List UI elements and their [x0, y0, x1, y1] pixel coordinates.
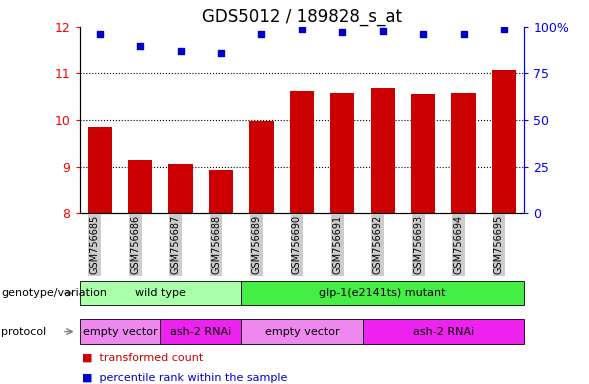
- Point: [216, 50, 226, 56]
- Text: ash-2 RNAi: ash-2 RNAi: [413, 326, 474, 337]
- Text: GSM756692: GSM756692: [373, 215, 383, 274]
- Text: GSM756687: GSM756687: [171, 215, 181, 274]
- Bar: [330, 93, 355, 213]
- Text: wild type: wild type: [135, 288, 186, 298]
- Text: ash-2 RNAi: ash-2 RNAi: [170, 326, 231, 337]
- Point: [378, 28, 388, 34]
- Point: [499, 26, 509, 32]
- Bar: [411, 94, 435, 213]
- Text: GSM756694: GSM756694: [454, 215, 464, 274]
- Bar: [370, 88, 395, 213]
- Point: [176, 48, 186, 54]
- Bar: [128, 160, 153, 213]
- Text: GSM756689: GSM756689: [252, 215, 262, 274]
- Point: [95, 31, 104, 37]
- Point: [418, 31, 428, 37]
- Text: GSM756685: GSM756685: [90, 215, 100, 274]
- Text: protocol: protocol: [1, 326, 47, 337]
- Bar: [168, 164, 193, 213]
- Text: GSM756695: GSM756695: [494, 215, 504, 274]
- Text: genotype/variation: genotype/variation: [1, 288, 107, 298]
- Text: GSM756693: GSM756693: [413, 215, 423, 274]
- Bar: [88, 127, 112, 213]
- Text: GSM756691: GSM756691: [332, 215, 342, 274]
- Bar: [492, 70, 516, 213]
- Text: GSM756688: GSM756688: [211, 215, 221, 274]
- Bar: [290, 91, 314, 213]
- Text: glp-1(e2141ts) mutant: glp-1(e2141ts) mutant: [319, 288, 446, 298]
- Bar: [451, 93, 476, 213]
- Text: GSM756686: GSM756686: [130, 215, 140, 274]
- Text: ■  percentile rank within the sample: ■ percentile rank within the sample: [82, 373, 288, 383]
- Point: [459, 31, 468, 37]
- Point: [297, 26, 307, 32]
- Bar: [209, 170, 233, 213]
- Text: ■  transformed count: ■ transformed count: [82, 353, 204, 363]
- Text: empty vector: empty vector: [82, 326, 157, 337]
- Bar: [249, 121, 273, 213]
- Point: [337, 30, 347, 36]
- Text: GSM756690: GSM756690: [292, 215, 302, 274]
- Text: empty vector: empty vector: [264, 326, 339, 337]
- Point: [257, 31, 266, 37]
- Point: [135, 43, 145, 49]
- Title: GDS5012 / 189828_s_at: GDS5012 / 189828_s_at: [202, 8, 402, 26]
